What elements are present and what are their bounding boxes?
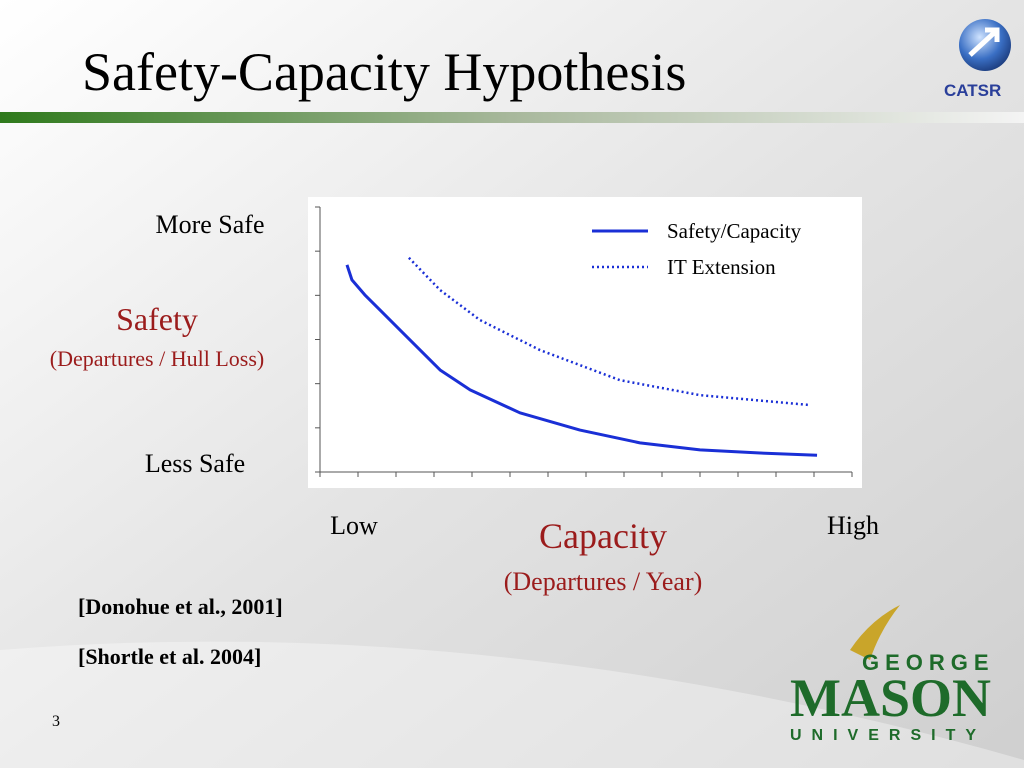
x-axis-note: (Departures / Year) [504, 567, 703, 596]
legend-label: IT Extension [667, 255, 776, 279]
x-high-label: High [827, 511, 879, 540]
y-axis-note: (Departures / Hull Loss) [50, 346, 264, 371]
title-bar [0, 112, 1024, 123]
y-top-label: More Safe [155, 210, 264, 239]
plot: Safety/Capacity IT Extension [315, 206, 853, 477]
page-number: 3 [52, 713, 60, 730]
logo-globe [959, 19, 1011, 71]
legend-label: Safety/Capacity [667, 219, 802, 243]
university-top: GEORGE [862, 650, 995, 675]
series-line [345, 264, 818, 457]
x-low-label: Low [330, 511, 378, 540]
university-logo-leaf [850, 605, 900, 660]
x-axis-title: Capacity [539, 516, 667, 556]
reference: [Donohue et al., 2001] [78, 594, 283, 619]
logo-arrow [968, 27, 1000, 57]
university-bottom: UNIVERSITY [790, 727, 986, 744]
series-line [408, 256, 809, 407]
slide-title: Safety-Capacity Hypothesis [82, 42, 686, 102]
university-middle: MASON [790, 668, 991, 728]
plot-background [308, 197, 862, 488]
logo-text: CATSR [944, 81, 1001, 100]
reference: [Shortle et al. 2004] [78, 644, 261, 669]
y-bottom-label: Less Safe [145, 449, 245, 478]
background-swoosh [0, 641, 1024, 768]
y-axis-title: Safety [116, 301, 198, 337]
